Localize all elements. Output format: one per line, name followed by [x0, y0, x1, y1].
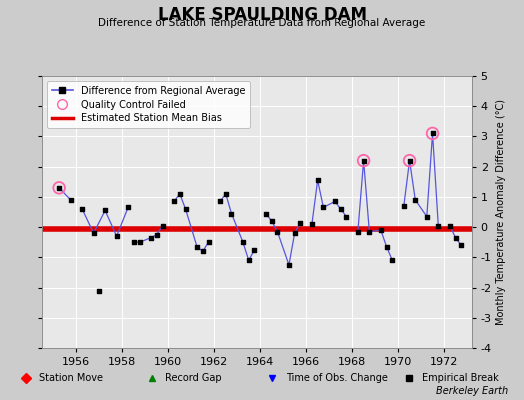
Point — [262, 210, 270, 217]
Point — [158, 222, 167, 229]
Point — [152, 232, 161, 238]
Point — [411, 197, 420, 203]
Text: Station Move: Station Move — [39, 373, 103, 383]
Point — [400, 203, 408, 209]
Point — [147, 234, 155, 241]
Text: Berkeley Earth: Berkeley Earth — [436, 386, 508, 396]
Point — [101, 207, 110, 214]
Point — [406, 158, 414, 164]
Point — [451, 234, 460, 241]
Point — [406, 158, 414, 164]
Point — [55, 185, 63, 191]
Point — [457, 242, 465, 248]
Point — [428, 130, 436, 137]
Point — [95, 287, 104, 294]
Text: Difference of Station Temperature Data from Regional Average: Difference of Station Temperature Data f… — [99, 18, 425, 28]
Point — [331, 198, 339, 205]
Point — [383, 244, 391, 250]
Point — [445, 222, 454, 229]
Point — [90, 230, 98, 236]
Point — [388, 257, 397, 264]
Point — [336, 206, 345, 212]
Text: Record Gap: Record Gap — [165, 373, 222, 383]
Point — [342, 213, 351, 220]
Point — [176, 191, 184, 197]
Point — [204, 239, 213, 246]
Point — [354, 228, 362, 235]
Point — [273, 228, 281, 235]
Point — [222, 191, 230, 197]
Point — [129, 239, 138, 246]
Point — [365, 228, 374, 235]
Point — [245, 257, 253, 264]
Point — [308, 221, 316, 227]
Point — [124, 204, 132, 211]
Point — [359, 158, 368, 164]
Point — [135, 239, 144, 246]
Point — [296, 219, 304, 226]
Point — [170, 198, 178, 205]
Point — [181, 206, 190, 212]
Point — [199, 248, 207, 254]
Point — [239, 239, 247, 246]
Point — [422, 213, 431, 220]
Point — [113, 233, 121, 239]
Point — [193, 244, 201, 250]
Point — [434, 222, 442, 229]
Legend: Difference from Regional Average, Quality Control Failed, Estimated Station Mean: Difference from Regional Average, Qualit… — [47, 81, 250, 128]
Point — [319, 204, 328, 211]
Text: LAKE SPAULDING DAM: LAKE SPAULDING DAM — [158, 6, 366, 24]
Point — [250, 246, 259, 253]
Point — [359, 158, 368, 164]
Point — [55, 185, 63, 191]
Point — [268, 218, 276, 224]
Point — [285, 262, 293, 268]
Point — [216, 198, 224, 205]
Point — [67, 197, 75, 203]
Point — [428, 130, 436, 137]
Y-axis label: Monthly Temperature Anomaly Difference (°C): Monthly Temperature Anomaly Difference (… — [496, 99, 506, 325]
Point — [290, 230, 299, 236]
Point — [313, 177, 322, 184]
Point — [377, 227, 385, 233]
Text: Empirical Break: Empirical Break — [422, 373, 498, 383]
Text: Time of Obs. Change: Time of Obs. Change — [286, 373, 387, 383]
Point — [78, 206, 86, 212]
Point — [227, 210, 236, 217]
